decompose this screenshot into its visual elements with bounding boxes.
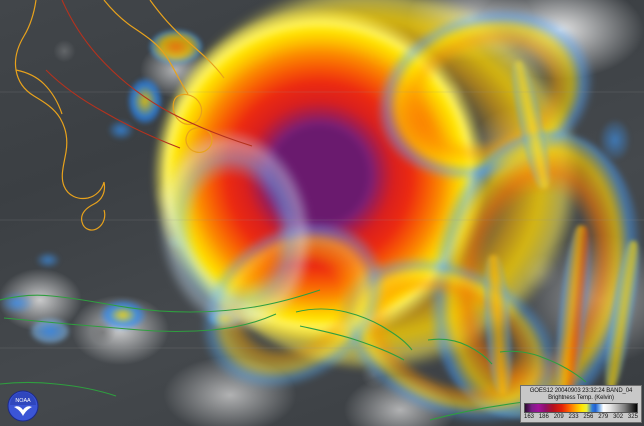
colorbar-tick: 325	[627, 414, 638, 420]
convective-cell	[100, 300, 146, 330]
colorbar-tick: 209	[553, 414, 564, 420]
noaa-logo: NOAA	[7, 390, 39, 422]
colorbar-legend-panel: GOES12 20040903 23:32:24 BAND_04 Brightn…	[520, 385, 642, 423]
colorbar-tick-labels: 163 186 209 233 256 279 302 325	[523, 414, 639, 421]
colorbar-tick: 256	[583, 414, 594, 420]
legend-title: GOES12 20040903 23:32:24 BAND_04	[529, 388, 633, 394]
colorbar-tick: 186	[538, 414, 549, 420]
legend-subtitle: Brightness Temp. (Kelvin)	[548, 395, 614, 401]
colorbar-tick: 233	[568, 414, 579, 420]
noaa-seagull-icon	[14, 406, 32, 416]
convective-cell	[30, 318, 70, 344]
colorbar-tick: 279	[598, 414, 609, 420]
noaa-logo-text: NOAA	[15, 398, 31, 404]
convective-cell	[0, 292, 34, 314]
colorbar-tick: 163	[524, 414, 535, 420]
temperature-colorbar	[524, 403, 638, 413]
colorbar-tick: 302	[613, 414, 624, 420]
convective-cell	[36, 252, 60, 268]
convective-cell	[108, 120, 134, 140]
convective-cell	[128, 78, 162, 124]
